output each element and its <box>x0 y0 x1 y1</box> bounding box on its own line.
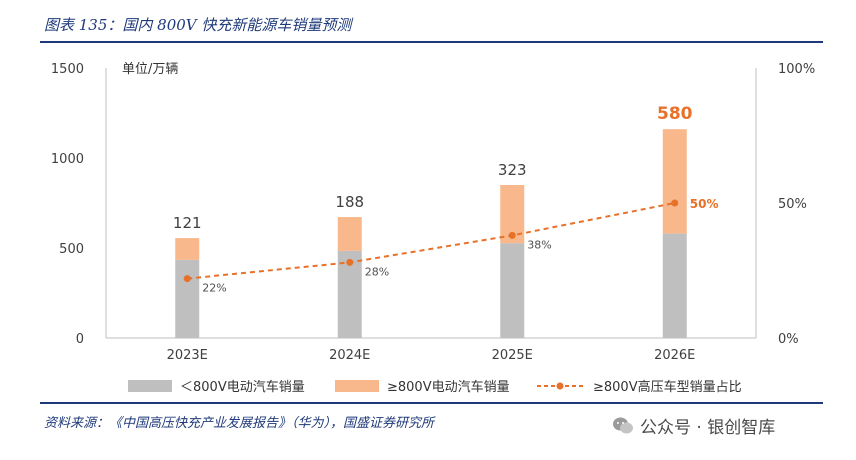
y2-tick-label: 100% <box>778 62 815 77</box>
share-line <box>187 202 675 280</box>
bar-value-label: 580 <box>657 104 693 124</box>
legend-label-above-800v: ≥800V电动汽车销量 <box>387 380 510 395</box>
bar-above-800v <box>662 129 687 234</box>
wechat-icon <box>613 417 633 433</box>
chart-title: 图表 135：国内 800V 快充新能源车销量预测 <box>44 16 352 34</box>
legend-swatch-below-800v <box>128 379 172 392</box>
y2-tick-label: 50% <box>778 197 807 212</box>
y-tick-label: 500 <box>59 242 84 257</box>
x-tick-label: 2026E <box>654 348 695 363</box>
y-tick-label: 1000 <box>51 152 84 167</box>
bar-value-label: 121 <box>173 214 202 232</box>
share-point <box>346 258 354 266</box>
bar-above-800v <box>175 238 200 260</box>
bar-value-label: 188 <box>335 193 364 211</box>
x-tick-label: 2024E <box>329 348 370 363</box>
legend-swatch-above-800v <box>335 379 379 392</box>
legend-swatch-share <box>537 382 583 389</box>
wechat-label: 公众号 · 银创智库 <box>640 418 776 438</box>
share-point <box>508 231 516 239</box>
bar-below-800v <box>662 233 687 338</box>
source-note: 资料来源：《中国高压快充产业发展报告》（华为），国盛证券研究所 <box>44 416 435 431</box>
legend-item-above-800v: ≥800V电动汽车销量 <box>335 376 510 395</box>
bar-below-800v <box>500 243 525 338</box>
unit-label: 单位/万辆 <box>122 62 178 77</box>
y2-tick-label: 0% <box>778 332 799 347</box>
share-label: 38% <box>527 238 551 251</box>
share-label: 28% <box>365 265 389 278</box>
share-point <box>183 275 191 283</box>
bar-value-label: 323 <box>498 161 527 179</box>
bar-above-800v <box>337 217 362 251</box>
wechat-badge: 公众号 · 银创智库 <box>612 413 775 438</box>
y-tick-label: 0 <box>76 332 84 347</box>
legend-item-share: ≥800V高压车型销量占比 <box>535 376 742 395</box>
share-label: 50% <box>690 197 719 211</box>
legend-label-share: ≥800V高压车型销量占比 <box>593 380 742 395</box>
title-rule <box>40 41 823 43</box>
x-tick-label: 2025E <box>492 348 533 363</box>
bar-below-800v <box>175 259 200 338</box>
x-tick-label: 2023E <box>167 348 208 363</box>
source-rule <box>40 402 823 404</box>
share-label: 22% <box>202 282 226 295</box>
legend-label-below-800v: ＜800V电动汽车销量 <box>180 380 305 395</box>
legend-item-below-800v: ＜800V电动汽车销量 <box>128 376 305 395</box>
y-tick-label: 1500 <box>51 62 84 77</box>
share-point <box>671 199 679 207</box>
